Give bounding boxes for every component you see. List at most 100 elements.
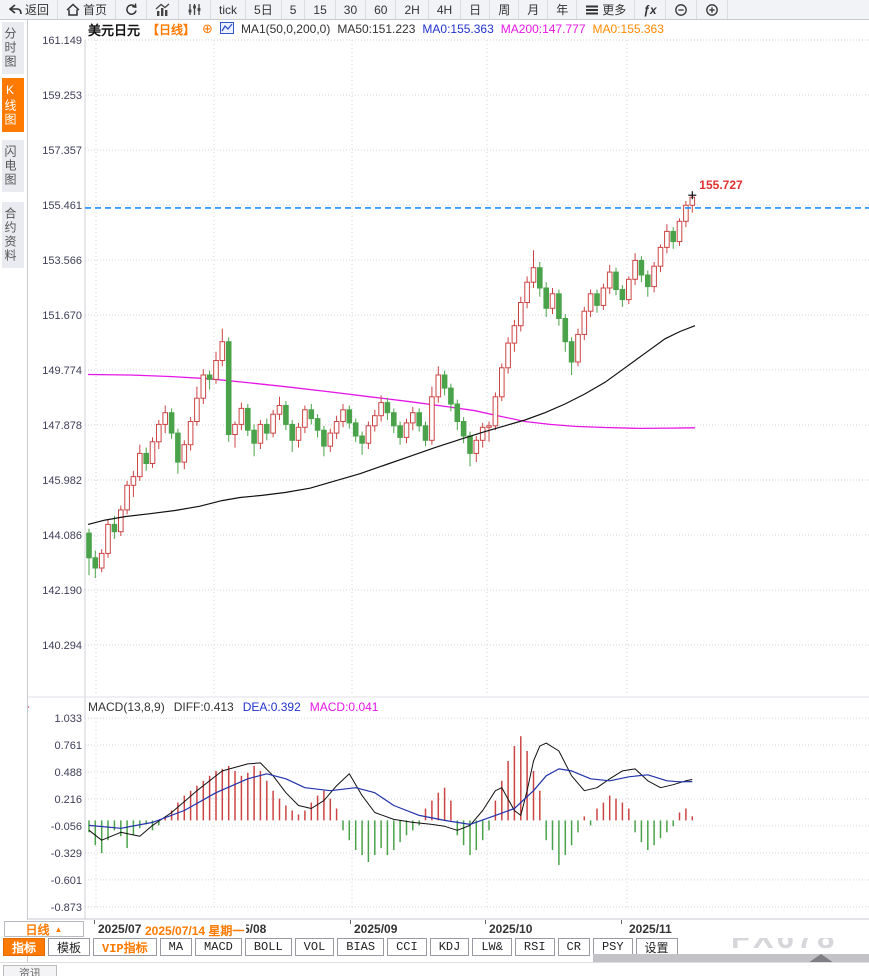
- home-button[interactable]: 首页: [58, 0, 117, 19]
- chart-type-bar-button[interactable]: [147, 0, 180, 19]
- sliders-icon: [187, 3, 202, 16]
- ma200-value: MA200:147.777: [500, 22, 586, 36]
- back-button[interactable]: 返回: [0, 0, 59, 19]
- interval-5-label: 5: [289, 2, 297, 17]
- interval-5-button[interactable]: 5: [282, 0, 306, 19]
- interval-day-button[interactable]: 日: [461, 0, 491, 19]
- svg-text:151.670: 151.670: [42, 310, 82, 322]
- sidebar-tab-3[interactable]: 合约资料: [2, 202, 24, 268]
- interval-15-button[interactable]: 15: [305, 0, 336, 19]
- svg-text:-0.601: -0.601: [51, 875, 82, 887]
- interval-week-label: 周: [498, 3, 511, 17]
- interval-4h-button[interactable]: 4H: [429, 0, 462, 19]
- svg-text:-0.873: -0.873: [51, 902, 82, 914]
- interval-month-button[interactable]: 月: [519, 0, 549, 19]
- add-indicator-icon[interactable]: ⊕: [202, 21, 213, 36]
- svg-text:-0.056: -0.056: [51, 821, 82, 833]
- zoom-in-button[interactable]: [697, 0, 728, 19]
- svg-text:145.982: 145.982: [42, 475, 82, 487]
- x-axis-tick: [94, 920, 95, 924]
- x-axis-label-2: 2025/09: [354, 922, 398, 936]
- home-icon: [66, 3, 80, 16]
- left-sidebar: 分时图 K线图闪电图合约资料: [0, 19, 28, 976]
- interval-5d-label: 5日: [254, 3, 273, 17]
- svg-text:149.774: 149.774: [42, 365, 82, 377]
- x-axis-tick: [621, 920, 622, 924]
- ma50-value: MA50:151.223: [337, 22, 416, 36]
- ma0-orange-value: MA0:155.363: [592, 22, 664, 36]
- sidebar-tab-2[interactable]: 闪电图: [2, 140, 24, 192]
- period-tag: 【日线】: [147, 22, 196, 37]
- macd-header: MACD(13,8,9) DIFF:0.413 DEA:0.392 MACD:0…: [88, 699, 379, 714]
- fx-label: ƒx: [643, 2, 657, 17]
- symbol-name: 美元日元: [88, 22, 141, 38]
- horizontal-scrollbar[interactable]: [593, 954, 869, 963]
- indicator-tab-CCI[interactable]: CCI: [387, 938, 427, 956]
- chart-type-slider-button[interactable]: [179, 0, 212, 19]
- zoom-in-icon: [705, 3, 719, 17]
- svg-text:157.357: 157.357: [42, 145, 82, 157]
- svg-text:0.216: 0.216: [54, 794, 82, 806]
- sidebar-tab-0[interactable]: 分时图: [2, 22, 24, 74]
- ma-formula: MA1(50,0,200,0): [240, 22, 331, 36]
- x-axis-tick: [350, 920, 351, 924]
- line-chart-icon[interactable]: [219, 21, 234, 37]
- interval-30-button[interactable]: 30: [336, 0, 367, 19]
- indicator-tab-指标[interactable]: 指标: [3, 938, 46, 956]
- interval-2h-button[interactable]: 2H: [396, 0, 429, 19]
- indicator-tab-CR[interactable]: CR: [557, 938, 590, 956]
- x-axis-label-0: 2025/07: [98, 922, 142, 936]
- interval-year-button[interactable]: 年: [548, 0, 578, 19]
- chart-canvas[interactable]: 161.149 159.253 157.357 155.461 153.566 151.6…: [27, 19, 869, 920]
- news-tab[interactable]: 资讯: [3, 965, 57, 976]
- interval-tick-button[interactable]: tick: [211, 0, 247, 19]
- zoom-out-icon: [674, 3, 688, 17]
- menu-icon: [585, 4, 599, 16]
- indicator-tab-VOL[interactable]: VOL: [294, 938, 335, 956]
- indicator-tab-PSY[interactable]: PSY: [592, 938, 633, 956]
- sidebar-tab-1[interactable]: K线图: [2, 78, 24, 132]
- svg-text:142.190: 142.190: [42, 585, 82, 597]
- interval-month-label: 月: [527, 3, 540, 17]
- interval-5d-button[interactable]: 5日: [246, 0, 282, 19]
- indicator-tab-BOLL[interactable]: BOLL: [244, 938, 292, 956]
- x-axis-label-1: 5/08: [243, 922, 267, 936]
- svg-text:140.294: 140.294: [42, 640, 82, 652]
- interval-tick-label: tick: [219, 2, 238, 17]
- svg-text:0.761: 0.761: [54, 740, 82, 752]
- macd-dea-value: DEA:0.392: [242, 699, 301, 714]
- ma0-blue-value: MA0:155.363: [422, 22, 494, 36]
- interval-30-label: 30: [343, 2, 358, 17]
- indicator-tab-MA[interactable]: MA: [159, 938, 193, 956]
- interval-4h-label: 4H: [436, 2, 453, 17]
- chart-header: 美元日元 【日线】 ⊕ MA1(50,0,200,0) MA50:151.223…: [88, 21, 664, 38]
- macd-formula: MACD(13,8,9): [88, 699, 165, 714]
- indicator-tab-模板[interactable]: 模板: [48, 938, 91, 956]
- macd-value: MACD:0.041: [309, 699, 379, 714]
- indicator-tab-KDJ[interactable]: KDJ: [429, 938, 470, 956]
- bottom-strip: 资讯: [0, 962, 869, 976]
- period-selector-label: 日线: [25, 922, 50, 937]
- svg-text:153.566: 153.566: [42, 255, 82, 267]
- scrollbar-thumb[interactable]: [808, 954, 834, 963]
- fx-button[interactable]: ƒx: [635, 0, 666, 19]
- top-toolbar: 返回 首页 tick 5日 5 15 30 60 2H 4H 日 周 月 年 更多 ƒx: [0, 0, 869, 20]
- indicator-tab-BIAS[interactable]: BIAS: [337, 938, 385, 956]
- interval-60-label: 60: [374, 2, 388, 17]
- interval-15-label: 15: [313, 2, 327, 17]
- indicator-tab-LW&[interactable]: LW&: [472, 938, 512, 956]
- period-selector[interactable]: 日线 ▲: [4, 921, 84, 937]
- interval-60-button[interactable]: 60: [366, 0, 397, 19]
- refresh-button[interactable]: [116, 0, 148, 19]
- more-button[interactable]: 更多: [577, 0, 636, 19]
- indicator-tab-RSI[interactable]: RSI: [514, 938, 555, 956]
- interval-2h-label: 2H: [404, 2, 420, 17]
- svg-text:161.149: 161.149: [42, 35, 82, 47]
- zoom-out-button[interactable]: [666, 0, 697, 19]
- selected-date-label: 2025/07/14 星期一: [143, 922, 247, 939]
- interval-week-button[interactable]: 周: [490, 0, 520, 19]
- indicator-tab-VIP指标[interactable]: VIP指标: [93, 938, 157, 956]
- back-arrow-icon: [8, 3, 22, 16]
- indicator-tab-MACD[interactable]: MACD: [195, 938, 242, 956]
